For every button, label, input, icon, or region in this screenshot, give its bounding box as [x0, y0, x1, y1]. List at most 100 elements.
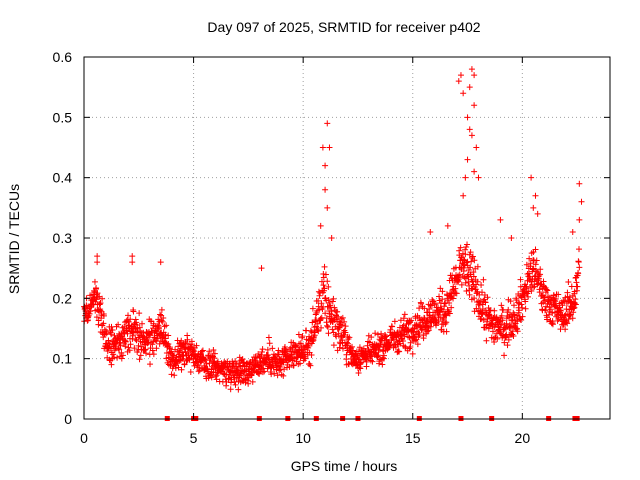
data-point [321, 285, 328, 292]
data-point [165, 341, 172, 348]
data-point [532, 246, 539, 253]
x-tick-label: 5 [190, 430, 198, 446]
data-point [549, 310, 556, 317]
data-point [318, 324, 325, 331]
data-point [317, 222, 324, 229]
data-point [324, 204, 331, 211]
data-point [129, 259, 136, 266]
data-point [463, 288, 470, 295]
data-point [480, 317, 487, 324]
data-point [453, 290, 460, 297]
data-point [175, 364, 182, 371]
data-point [401, 311, 408, 318]
data-point [462, 174, 469, 181]
data-point [473, 144, 480, 151]
data-point [391, 318, 398, 325]
chart-title: Day 097 of 2025, SRMTID for receiver p40… [207, 19, 480, 35]
data-point [474, 278, 481, 285]
data-point [103, 330, 110, 337]
x-tick-label: 10 [295, 430, 311, 446]
data-point [576, 216, 583, 223]
data-point [318, 300, 325, 307]
y-axis-label: SRMTID / TECUs [6, 184, 22, 294]
data-point [484, 294, 491, 301]
data-point [469, 278, 476, 285]
data-point [494, 335, 501, 342]
data-point [211, 350, 218, 357]
data-point [578, 198, 585, 205]
data-point [468, 258, 475, 265]
data-point [564, 320, 571, 327]
data-point [124, 330, 131, 337]
data-point [460, 256, 467, 263]
data-point [189, 341, 196, 348]
data-point [450, 295, 457, 302]
data-point [193, 342, 200, 349]
data-point [565, 316, 572, 323]
data-point [119, 352, 126, 359]
data-point [116, 339, 123, 346]
data-point [505, 336, 512, 343]
data-point [136, 356, 143, 363]
data-point [523, 261, 530, 268]
data-point [276, 364, 283, 371]
data-point [519, 313, 526, 320]
data-point [330, 342, 337, 349]
data-point [525, 270, 532, 277]
data-point [315, 328, 322, 335]
data-point [201, 356, 208, 363]
data-point [255, 350, 262, 357]
data-point [500, 306, 507, 313]
data-point [559, 302, 566, 309]
data-point [512, 317, 519, 324]
data-point [376, 346, 383, 353]
data-point [469, 253, 476, 260]
data-point [530, 256, 537, 263]
data-point [235, 386, 242, 393]
data-point [426, 305, 433, 312]
data-point [258, 265, 265, 272]
data-point [471, 168, 478, 175]
data-point [322, 186, 329, 193]
data-point [133, 319, 140, 326]
data-point [448, 304, 455, 311]
data-point [396, 324, 403, 331]
data-point [308, 351, 315, 358]
data-point [576, 264, 583, 271]
data-point [480, 276, 487, 283]
data-point [118, 355, 125, 362]
data-point [250, 366, 257, 373]
data-point [331, 304, 338, 311]
data-point [455, 78, 462, 85]
data-point [497, 324, 504, 331]
data-point [140, 333, 147, 340]
data-point [266, 340, 273, 347]
data-point [143, 350, 150, 357]
data-point [136, 310, 143, 317]
data-point [456, 271, 463, 278]
data-point [135, 342, 142, 349]
data-point [336, 344, 343, 351]
data-point [342, 329, 349, 336]
data-point [339, 314, 346, 321]
data-point [349, 343, 356, 350]
data-point [421, 315, 428, 322]
data-point [497, 216, 504, 223]
data-point [399, 330, 406, 337]
data-point [464, 241, 471, 248]
data-point [158, 306, 165, 313]
data-point [314, 326, 321, 333]
data-point [387, 326, 394, 333]
data-point [130, 308, 137, 315]
data-point [280, 372, 287, 379]
data-point [397, 340, 404, 347]
data-point [297, 360, 304, 367]
data-point [467, 249, 474, 256]
data-point [160, 314, 167, 321]
data-point [171, 372, 178, 379]
data-point [460, 192, 467, 199]
data-point [470, 273, 477, 280]
data-point [532, 192, 539, 199]
data-point [514, 328, 521, 335]
data-point [325, 283, 332, 290]
